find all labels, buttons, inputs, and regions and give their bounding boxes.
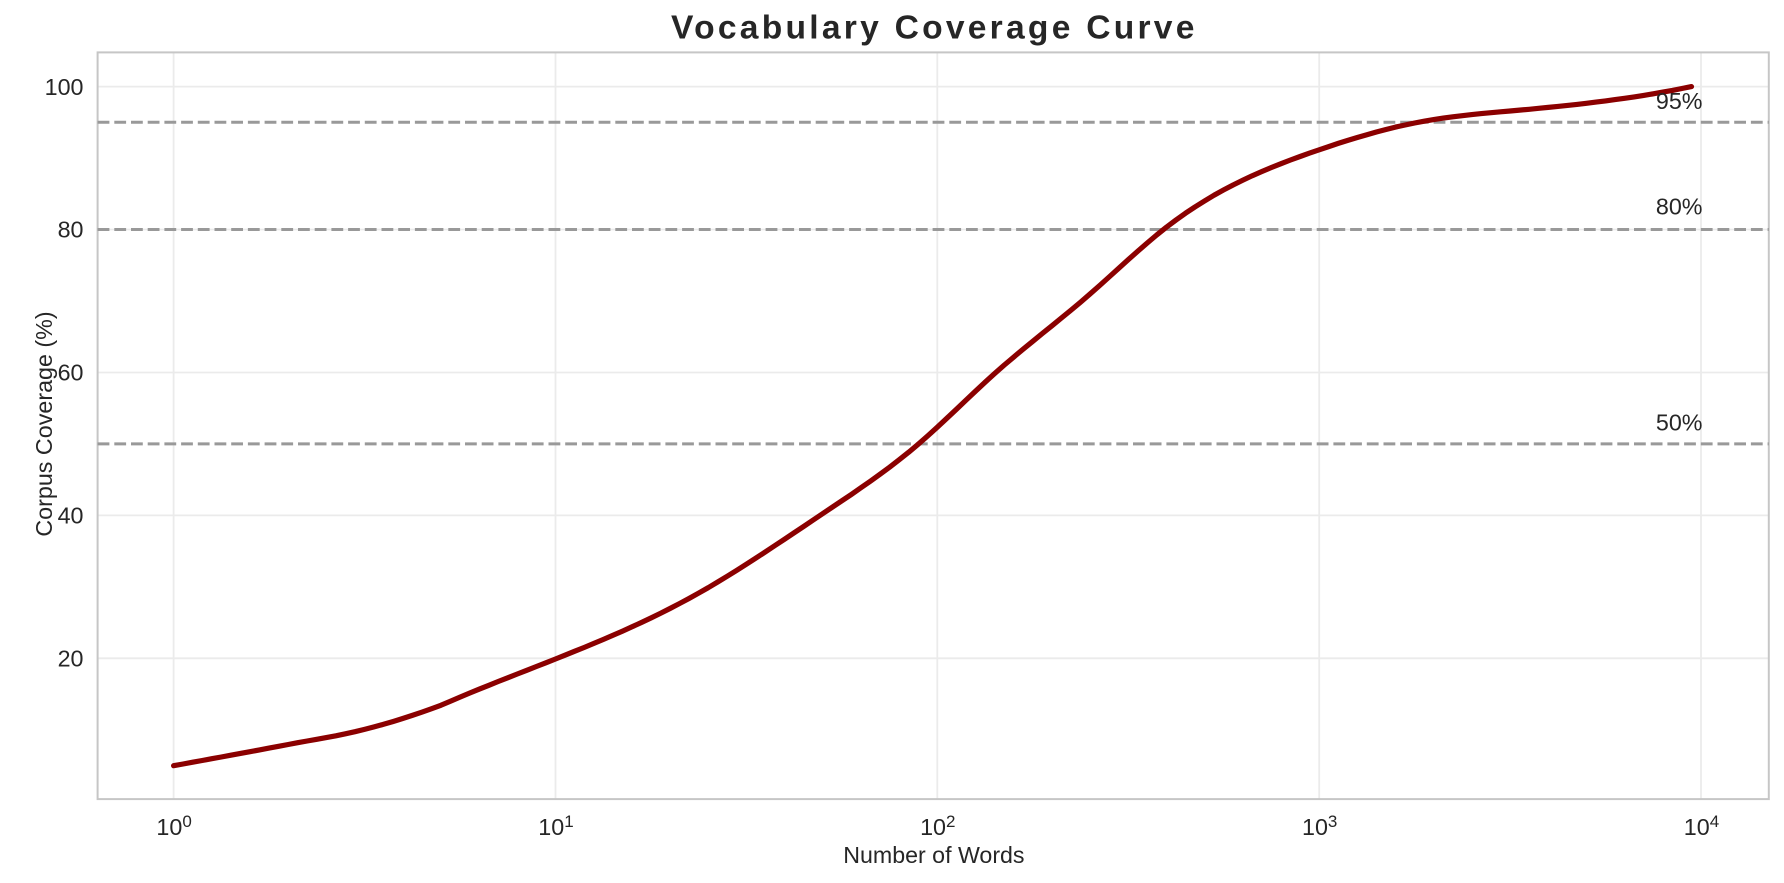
svg-text:Corpus Coverage (%): Corpus Coverage (%) (31, 311, 57, 536)
svg-text:100: 100 (45, 74, 84, 100)
svg-text:40: 40 (58, 503, 84, 529)
svg-text:60: 60 (58, 360, 84, 386)
svg-text:Vocabulary Coverage Curve: Vocabulary Coverage Curve (671, 9, 1198, 46)
svg-text:20: 20 (58, 646, 84, 672)
svg-text:95%: 95% (1656, 88, 1703, 114)
svg-text:80: 80 (58, 217, 84, 243)
svg-text:80%: 80% (1656, 194, 1703, 220)
svg-text:50%: 50% (1656, 409, 1703, 435)
svg-text:Number of Words: Number of Words (843, 842, 1024, 868)
